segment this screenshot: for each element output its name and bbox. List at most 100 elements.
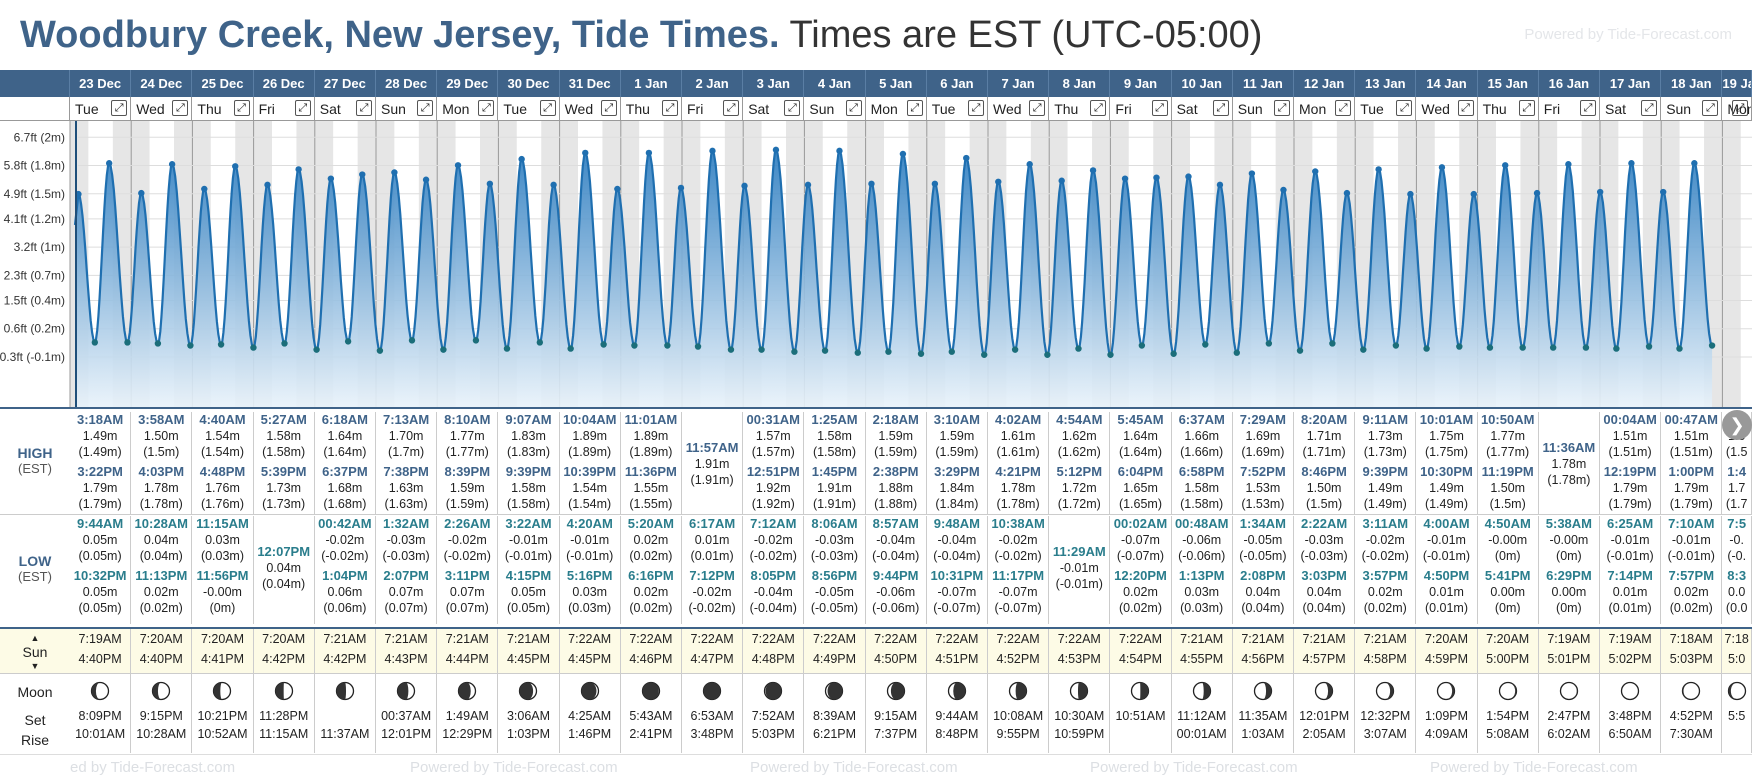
low-tide-time: 7:12PM xyxy=(689,568,735,583)
weekday-cell: Mon ⤢ xyxy=(1722,97,1752,121)
expand-icon[interactable]: ⤢ xyxy=(417,100,434,116)
sunrise-time: 7:21AM xyxy=(1363,632,1407,646)
high-tide-height: 1.57m xyxy=(755,429,791,443)
expand-icon[interactable]: ⤢ xyxy=(906,100,923,116)
moon-phase-icon xyxy=(1192,681,1211,701)
high-tide-height-alt: (1.53m) xyxy=(1241,497,1285,511)
weekday-cell: Sat ⤢ xyxy=(314,97,376,121)
low-tide-cell: 4:20AM -0.01m (-0.01m) 5:16PM 0.03m (0.03m) xyxy=(560,516,621,624)
expand-icon[interactable]: ⤢ xyxy=(539,100,556,116)
moonrise-time: 7:37PM xyxy=(874,727,918,741)
weekday-cell: Sat ⤢ xyxy=(743,97,805,121)
date-header: 23 Dec xyxy=(70,70,132,97)
expand-icon[interactable]: ⤢ xyxy=(1457,100,1474,116)
high-tide-point xyxy=(1312,168,1319,175)
high-tide-height: 1.79m xyxy=(1673,481,1709,495)
low-tide-height-alt: (0.04m) xyxy=(139,549,183,563)
expand-icon[interactable]: ⤢ xyxy=(294,100,311,116)
expand-icon[interactable]: ⤢ xyxy=(1641,100,1658,116)
high-tide-cell: 11:36AM 1.78m (1.78m) xyxy=(1539,412,1600,514)
expand-icon[interactable]: ⤢ xyxy=(784,100,801,116)
weekday-label: Thu xyxy=(1482,101,1507,117)
sunset-time: 4:54PM xyxy=(1118,652,1163,666)
low-tide-time: 3:57PM xyxy=(1362,568,1409,583)
low-tide-time: 8:06AM xyxy=(811,516,858,531)
low-tide-time: 3:11PM xyxy=(444,568,490,583)
low-tide-height-alt: (0.05m) xyxy=(78,549,122,563)
weekday-cell: Tue ⤢ xyxy=(70,97,132,121)
next-arrow-button[interactable]: ❯ xyxy=(1722,410,1752,440)
low-tide-point xyxy=(694,343,702,350)
powered-by-watermark: Powered by Tide-Forecast.com xyxy=(1524,26,1732,43)
high-tide-height-alt: (1.84m) xyxy=(935,497,979,511)
expand-icon[interactable]: ⤢ xyxy=(661,100,678,116)
expand-icon[interactable]: ⤢ xyxy=(355,100,372,116)
moon-cell: 10:08AM 9:55PM xyxy=(988,673,1050,753)
moonrise-time: 2:05AM xyxy=(1302,727,1346,741)
high-tide-point xyxy=(1565,161,1572,168)
high-tide-height-alt: (1.83m) xyxy=(506,445,551,459)
sunrise-time: 7:19AM xyxy=(78,632,122,646)
expand-icon[interactable]: ⤢ xyxy=(1273,100,1290,116)
sun-cell: 7:22AM 4:54PM xyxy=(1110,629,1172,673)
high-tide-height-alt: (1.75m) xyxy=(1424,445,1469,459)
moon-cell: 9:15AM 7:37PM xyxy=(866,673,927,753)
high-tide-cell: 11:01AM 1.89m (1.89m) 11:36PM 1.55m (1.55m) xyxy=(621,412,682,514)
sunset-time: 4:52PM xyxy=(996,652,1040,666)
high-tide-time: 6:37PM xyxy=(322,464,368,479)
sunrise-time: 7:22AM xyxy=(568,632,612,646)
expand-icon[interactable]: ⤢ xyxy=(1335,100,1352,116)
expand-icon[interactable]: ⤢ xyxy=(111,100,128,116)
low-tide-height: 0.00m xyxy=(1551,585,1587,599)
expand-icon[interactable]: ⤢ xyxy=(600,100,617,116)
expand-icon[interactable]: ⤢ xyxy=(967,100,984,116)
low-tide-time: 8:3 xyxy=(1727,568,1747,583)
date-header: 9 Jan xyxy=(1110,70,1172,97)
low-tide-point xyxy=(727,346,735,353)
expand-icon[interactable]: ⤢ xyxy=(1518,100,1535,116)
expand-icon[interactable]: ⤢ xyxy=(1090,100,1107,116)
date-header: 4 Jan xyxy=(804,70,866,97)
moonset-time: 9:15PM xyxy=(139,709,183,723)
expand-icon[interactable]: ⤢ xyxy=(1702,100,1719,116)
sunrise-time: 7:21AM xyxy=(323,632,367,646)
expand-icon[interactable]: ⤢ xyxy=(233,100,250,116)
date-header: 14 Jan xyxy=(1416,70,1478,97)
low-tide-time: 2:07PM xyxy=(383,568,429,583)
high-tide-height: 1.83m xyxy=(511,429,546,443)
expand-icon[interactable]: ⤢ xyxy=(845,100,862,116)
low-tide-point xyxy=(1138,342,1146,349)
weekday-corner xyxy=(0,97,70,121)
low-tide-point xyxy=(885,348,892,355)
high-tide-height-alt: (1.88m) xyxy=(874,497,918,511)
sun-cell: 7:21AM 4:56PM xyxy=(1233,629,1294,673)
sunrise-time: 7:19AM xyxy=(1608,632,1652,646)
high-tide-height-alt: (1.77m) xyxy=(445,445,489,459)
sunrise-time: 7:22AM xyxy=(996,632,1040,646)
expand-icon[interactable]: ⤢ xyxy=(723,100,740,116)
expand-icon[interactable]: ⤢ xyxy=(1029,100,1046,116)
low-tide-point xyxy=(981,351,988,358)
expand-icon[interactable]: ⤢ xyxy=(478,100,495,116)
expand-icon[interactable]: ⤢ xyxy=(1579,100,1596,116)
expand-icon[interactable]: ⤢ xyxy=(1151,100,1168,116)
date-header: 1 Jan xyxy=(620,70,682,97)
high-tide-height-alt: (1.73m) xyxy=(1363,445,1407,459)
high-tide-cell: 8:20AM 1.71m (1.71m) 8:46PM 1.50m (1.5m) xyxy=(1294,412,1356,514)
expand-icon[interactable]: ⤢ xyxy=(172,100,189,116)
low-tide-height-alt: (-0.01m) xyxy=(1422,549,1471,563)
moonrise-time: 1:03PM xyxy=(506,727,551,741)
expand-icon[interactable]: ⤢ xyxy=(1396,100,1413,116)
sunset-time: 4:42PM xyxy=(262,652,306,666)
sunrise-time: 7:20AM xyxy=(1424,632,1469,646)
moonrise-time: 4:09AM xyxy=(1424,727,1469,741)
high-tide-height-alt: (1.49m) xyxy=(1363,497,1407,511)
expand-icon[interactable]: ⤢ xyxy=(1212,100,1229,116)
low-tide-point xyxy=(1519,344,1526,351)
expand-icon[interactable]: ⤢ xyxy=(1731,100,1748,116)
sunset-time: 4:49PM xyxy=(812,652,857,666)
high-tide-height-alt: (1.7m) xyxy=(388,445,425,459)
high-tide-height-alt: (1.91m) xyxy=(812,497,857,511)
low-tide-height-alt: (-0.02m) xyxy=(1361,549,1409,563)
high-tide-height: 1.49m xyxy=(82,429,118,443)
